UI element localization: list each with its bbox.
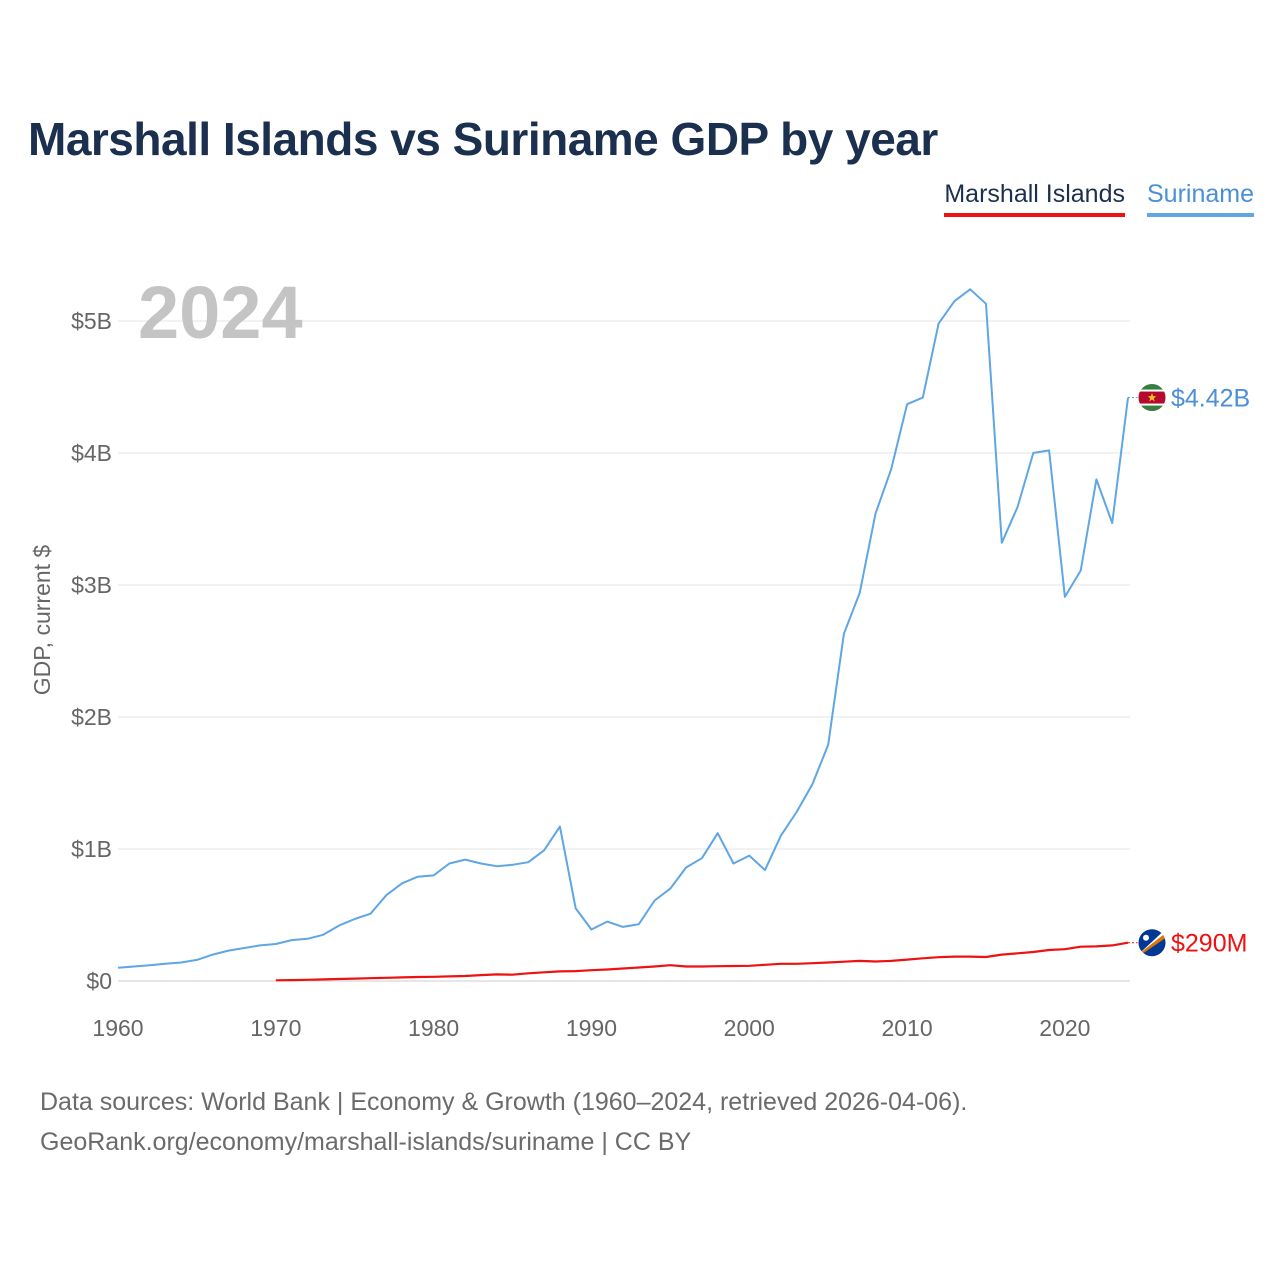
y-tick-label: $4B bbox=[71, 440, 112, 466]
end-labels: $4.42B $290M bbox=[1128, 383, 1250, 958]
marshall-islands-flag-icon bbox=[1137, 928, 1167, 958]
series-line-marshall-islands[interactable] bbox=[275, 941, 1129, 982]
end-label-suriname: $4.42B bbox=[1171, 385, 1250, 413]
legend-item-suriname[interactable]: Suriname bbox=[1147, 180, 1254, 217]
y-tick-label: $2B bbox=[71, 704, 112, 730]
x-tick-label: 2000 bbox=[724, 1015, 775, 1041]
gdp-line-chart: 2024 $0 $1B $2B $3B $4B $5B 1960 1970 1980 1990 2… bbox=[29, 271, 1250, 1041]
y-tick-label: $3B bbox=[71, 572, 112, 598]
end-label-marshall-islands: $290M bbox=[1171, 930, 1247, 958]
y-axis-label: GDP, current $ bbox=[29, 545, 55, 696]
x-tick-label: 1990 bbox=[566, 1015, 617, 1041]
y-tick-label: $1B bbox=[71, 836, 112, 862]
footer: Data sources: World Bank | Economy & Gro… bbox=[40, 1082, 967, 1162]
legend: Marshall Islands Suriname bbox=[944, 180, 1254, 217]
x-tick-label: 2020 bbox=[1039, 1015, 1090, 1041]
x-tick-label: 1980 bbox=[408, 1015, 459, 1041]
y-tick-label: $0 bbox=[86, 968, 112, 994]
y-axis-ticks: $0 $1B $2B $3B $4B $5B bbox=[71, 308, 112, 994]
chart-title: Marshall Islands vs Suriname GDP by year bbox=[28, 113, 938, 165]
suriname-flag-icon bbox=[1137, 383, 1167, 413]
y-tick-label: $5B bbox=[71, 308, 112, 334]
data-source-note: Data sources: World Bank | Economy & Gro… bbox=[40, 1088, 968, 1116]
series-lines bbox=[117, 288, 1129, 982]
source-url[interactable]: GeoRank.org/economy/marshall-islands/sur… bbox=[40, 1128, 692, 1156]
gridlines bbox=[118, 320, 1130, 982]
legend-item-marshall-islands[interactable]: Marshall Islands bbox=[944, 180, 1125, 217]
x-tick-label: 1960 bbox=[92, 1015, 143, 1041]
x-tick-label: 1970 bbox=[250, 1015, 301, 1041]
series-line-suriname[interactable] bbox=[117, 288, 1129, 969]
year-watermark: 2024 bbox=[138, 271, 303, 354]
x-axis-ticks: 1960 1970 1980 1990 2000 2010 2020 bbox=[92, 1015, 1090, 1041]
x-tick-label: 2010 bbox=[881, 1015, 932, 1041]
